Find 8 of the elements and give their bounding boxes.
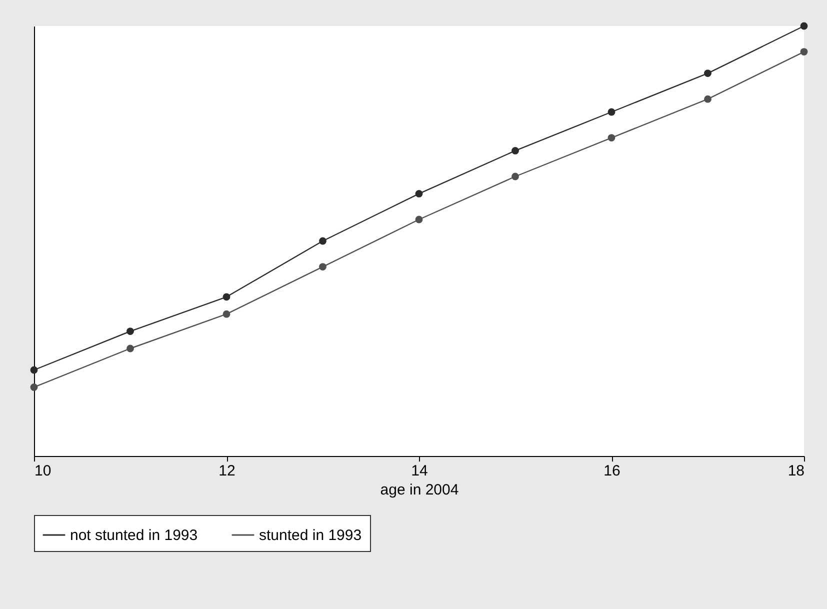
legend-label: not stunted in 1993 xyxy=(70,527,198,544)
x-axis-title: age in 2004 xyxy=(380,482,459,498)
x-tick-label: 16 xyxy=(604,462,620,480)
x-tick-label: 14 xyxy=(411,462,428,480)
x-tick-label: 18 xyxy=(788,462,804,480)
legend-label: stunted in 1993 xyxy=(259,527,362,544)
x-tick-label: 10 xyxy=(34,462,52,480)
x-tick-label: 12 xyxy=(218,462,236,480)
